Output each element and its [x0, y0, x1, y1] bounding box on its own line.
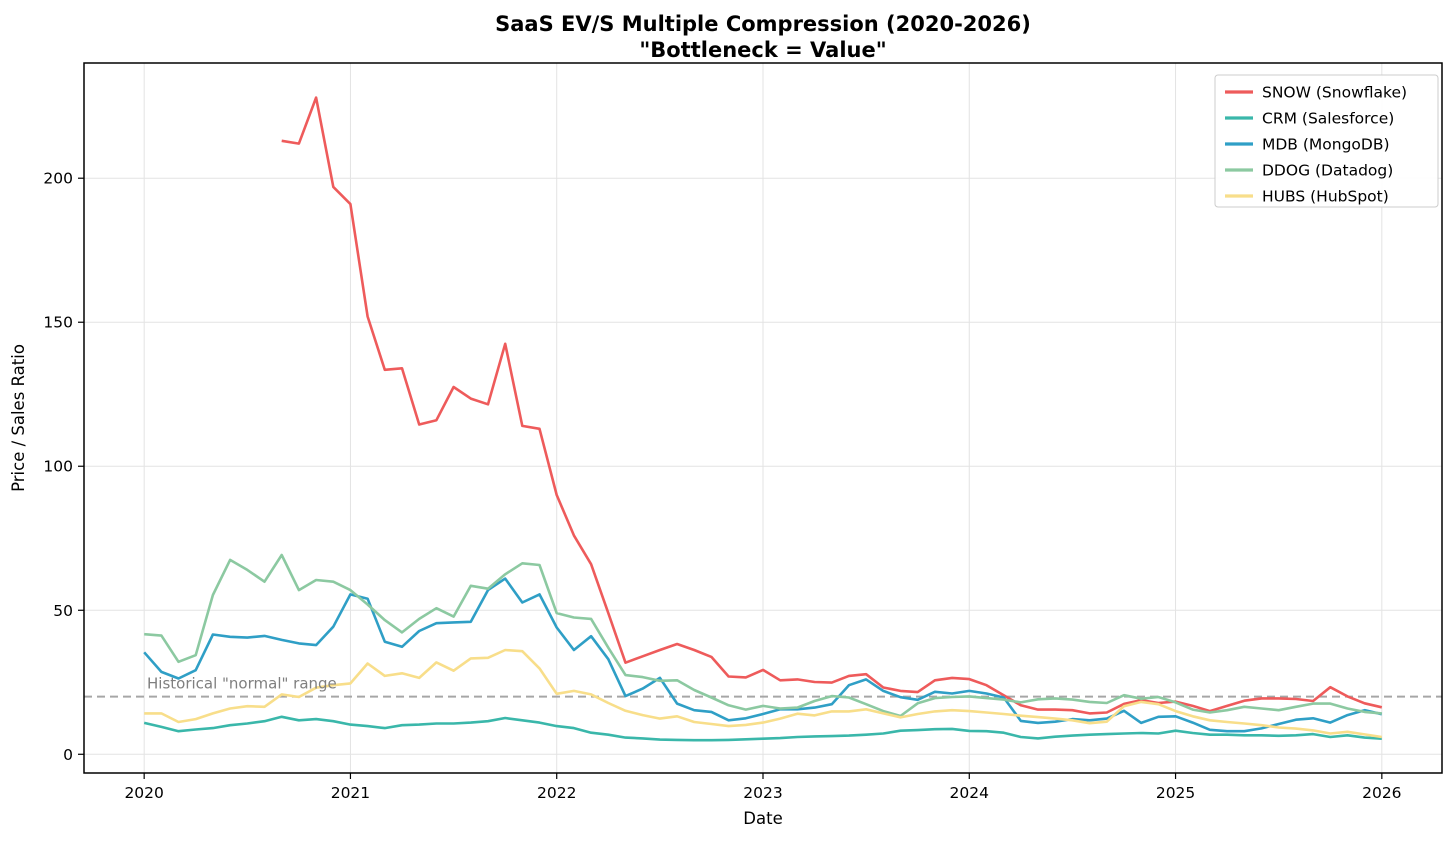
- legend-label-hubs: HUBS (HubSpot): [1262, 187, 1389, 205]
- series-line-crm: [143, 715, 1382, 742]
- x-tick-label-2021: 2021: [331, 784, 370, 802]
- chart-title: SaaS EV/S Multiple Compression (2020-202…: [495, 12, 1031, 36]
- legend-label-snow: SNOW (Snowflake): [1262, 83, 1407, 101]
- chart-subtitle: "Bottleneck = Value": [639, 38, 886, 62]
- series-line-ddog: [144, 553, 1382, 718]
- y-tick-label-100: 100: [43, 458, 73, 476]
- axis-ticks: 2020 2021 2022 2023 2024 2025 2026 0 50 100 150 200: [43, 170, 1401, 802]
- x-axis-label: Date: [743, 809, 782, 828]
- legend-label-ddog: DDOG (Datadog): [1262, 161, 1393, 179]
- series-line-hubs: [144, 648, 1382, 739]
- series-line-mdb: [143, 577, 1383, 733]
- y-tick-label-0: 0: [63, 746, 73, 764]
- x-tick-label-2022: 2022: [537, 784, 576, 802]
- x-tick-label-2026: 2026: [1362, 784, 1401, 802]
- gridlines: [84, 63, 1442, 773]
- legend-label-mdb: MDB (MongoDB): [1262, 135, 1390, 153]
- y-tick-label-200: 200: [43, 170, 73, 188]
- y-tick-label-50: 50: [53, 602, 73, 620]
- x-tick-label-2024: 2024: [950, 784, 989, 802]
- x-tick-label-2025: 2025: [1156, 784, 1195, 802]
- legend-box: [1214, 74, 1439, 208]
- legend-label-crm: CRM (Salesforce): [1262, 109, 1394, 127]
- annotations: Historical "normal" range: [147, 675, 337, 693]
- legend: SNOW (Snowflake) CRM (Salesforce) MDB (Mon…: [1214, 74, 1439, 208]
- normal-range-label: Historical "normal" range: [147, 675, 337, 693]
- x-tick-label-2020: 2020: [124, 784, 163, 802]
- y-tick-label-150: 150: [43, 314, 73, 332]
- series-lines: [143, 96, 1383, 742]
- y-axis-label: Price / Sales Ratio: [9, 344, 28, 492]
- series-line-snow: [281, 96, 1383, 715]
- x-tick-label-2023: 2023: [743, 784, 782, 802]
